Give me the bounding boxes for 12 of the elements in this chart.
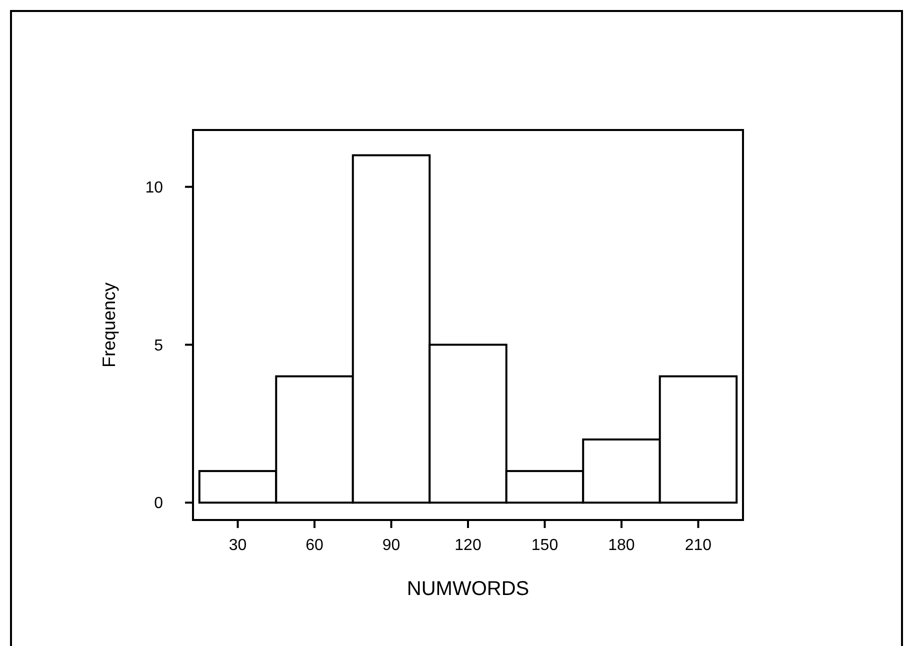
x-tick-label: 30 <box>228 537 247 554</box>
y-tick-label: 0 <box>154 495 164 512</box>
x-tick-label: 150 <box>531 537 558 554</box>
y-tick-label: 5 <box>154 337 164 354</box>
y-tick-label: 10 <box>145 179 164 196</box>
x-tick-label: 120 <box>454 537 482 554</box>
y-axis-title: Frequency <box>99 282 119 368</box>
x-tick-label: 180 <box>608 537 635 554</box>
x-tick-label: 90 <box>382 537 400 554</box>
x-tick-label: 210 <box>684 537 712 554</box>
x-tick-label: 60 <box>306 537 324 554</box>
x-axis-title: NUMWORDS <box>406 578 530 600</box>
